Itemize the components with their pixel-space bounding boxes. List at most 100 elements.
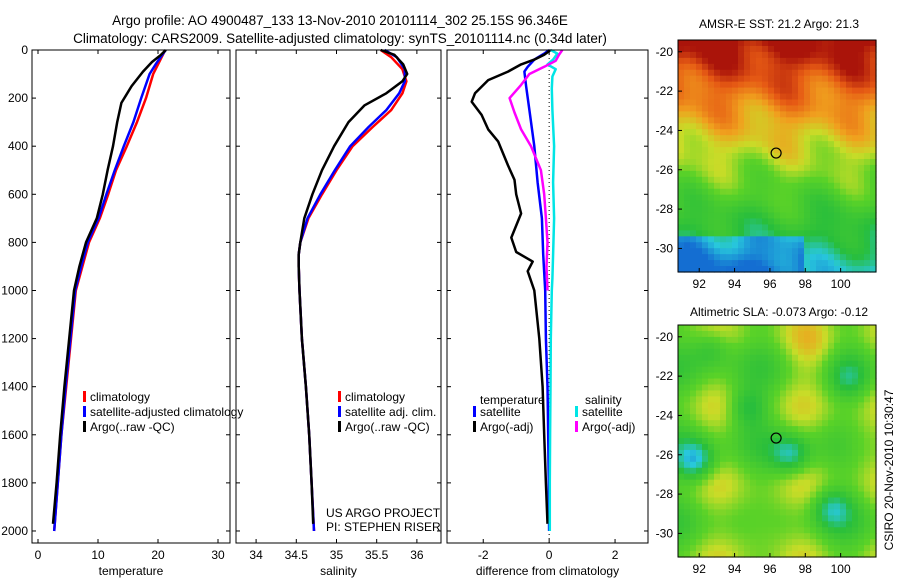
y-tick-label: 2000: [1, 524, 28, 538]
heatmap-cell: [750, 384, 757, 392]
heatmap-cell: [744, 378, 751, 386]
heatmap-cell: [780, 551, 787, 558]
heatmap-cell: [804, 141, 811, 148]
heatmap-cell: [798, 438, 805, 445]
heatmap-cell: [846, 260, 853, 267]
heatmap-cell: [720, 336, 727, 344]
heatmap-cell: [840, 348, 847, 356]
heatmap-cell: [684, 473, 691, 481]
heatmap-cell: [726, 396, 733, 403]
heatmap-cell: [696, 248, 703, 255]
heatmap-cell: [756, 182, 763, 190]
heatmap-cell: [870, 236, 877, 243]
heatmap-cell: [858, 93, 865, 101]
heatmap-cell: [690, 40, 697, 47]
heatmap-cell: [696, 242, 703, 249]
heatmap-cell: [768, 485, 775, 493]
heatmap-cell: [822, 420, 829, 427]
heatmap-cell: [858, 461, 865, 469]
heatmap-cell: [696, 348, 703, 356]
heatmap-cell: [738, 40, 745, 47]
heatmap-cell: [846, 105, 853, 112]
heatmap-cell: [864, 408, 871, 415]
heatmap-cell: [720, 158, 727, 166]
heatmap-cell: [810, 527, 817, 534]
heatmap-cell: [696, 99, 703, 107]
heatmap-cell: [702, 414, 709, 421]
heatmap-cell: [750, 551, 757, 558]
heatmap-cell: [708, 545, 715, 552]
heatmap-cell: [738, 461, 745, 469]
heatmap-cell: [744, 40, 751, 47]
heatmap-cell: [762, 402, 769, 409]
heatmap-cell: [684, 176, 691, 184]
heatmap-cell: [720, 105, 727, 112]
heatmap-cell: [864, 87, 871, 95]
heatmap-cell: [756, 432, 763, 439]
heatmap-cell: [786, 230, 793, 237]
heatmap-cell: [690, 153, 697, 160]
heatmap-cell: [822, 533, 829, 540]
heatmap-cell: [768, 473, 775, 481]
heatmap-cell: [786, 69, 793, 77]
heatmap-cell: [744, 135, 751, 142]
heatmap-cell: [846, 63, 853, 71]
heatmap-cell: [780, 105, 787, 112]
heatmap-cell: [678, 342, 685, 350]
heatmap-cell: [708, 69, 715, 77]
heatmap-cell: [852, 360, 859, 368]
heatmap-cell: [798, 135, 805, 142]
heatmap-cell: [834, 497, 841, 505]
heatmap-cell: [690, 545, 697, 552]
heatmap-cell: [744, 539, 751, 546]
heatmap-cell: [732, 521, 739, 528]
heatmap-cell: [756, 336, 763, 344]
heatmap-cell: [756, 545, 763, 552]
heatmap-cell: [834, 354, 841, 362]
heatmap-cell: [756, 105, 763, 112]
heatmap-cell: [762, 81, 769, 89]
heatmap-cell: [822, 521, 829, 528]
heatmap-cell: [714, 426, 721, 433]
heatmap-cell: [690, 224, 697, 231]
heatmap-cell: [696, 236, 703, 243]
heatmap-cell: [756, 176, 763, 184]
heatmap-cell: [708, 224, 715, 231]
heatmap-cell: [774, 438, 781, 445]
heatmap-cell: [828, 182, 835, 190]
heatmap-cell: [816, 408, 823, 415]
heatmap-cell: [690, 188, 697, 196]
heatmap-cell: [786, 479, 793, 487]
heatmap-cell: [720, 485, 727, 493]
heatmap-cell: [756, 135, 763, 142]
heatmap-cell: [720, 479, 727, 487]
heatmap-cell: [720, 360, 727, 368]
heatmap-cell: [828, 69, 835, 77]
heatmap-cell: [756, 449, 763, 457]
heatmap-cell: [810, 141, 817, 148]
heatmap-cell: [792, 224, 799, 231]
heatmap-cell: [684, 438, 691, 445]
heatmap-cell: [846, 408, 853, 415]
heatmap-cell: [792, 420, 799, 427]
heatmap-cell: [702, 123, 709, 130]
heatmap-cell: [852, 378, 859, 386]
heatmap-cell: [744, 515, 751, 522]
heatmap-cell: [732, 390, 739, 397]
heatmap-cell: [816, 135, 823, 142]
heatmap-cell: [726, 414, 733, 421]
heatmap-cell: [726, 117, 733, 124]
heatmap-cell: [780, 503, 787, 511]
heatmap-cell: [696, 491, 703, 499]
heatmap-cell: [732, 473, 739, 481]
heatmap-cell: [810, 170, 817, 178]
heatmap-cell: [834, 212, 841, 220]
heatmap-cell: [726, 81, 733, 89]
heatmap-cell: [858, 366, 865, 374]
heatmap-cell: [798, 45, 805, 53]
heatmap-cell: [792, 330, 799, 338]
heatmap-cell: [708, 372, 715, 380]
heatmap-cell: [756, 200, 763, 208]
heatmap-cell: [804, 378, 811, 386]
heatmap-cell: [702, 176, 709, 184]
